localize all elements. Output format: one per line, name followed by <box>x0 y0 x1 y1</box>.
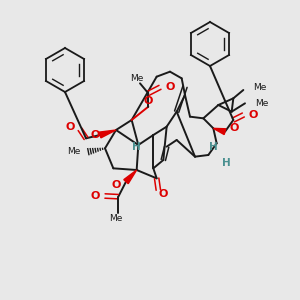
Text: Me: Me <box>109 214 122 223</box>
Text: Me: Me <box>67 147 80 156</box>
Text: O: O <box>230 123 239 133</box>
Text: O: O <box>66 122 75 132</box>
Text: O: O <box>91 191 100 201</box>
Text: Me: Me <box>253 83 267 92</box>
Text: Me: Me <box>130 74 144 83</box>
Text: H: H <box>132 142 140 152</box>
Text: O: O <box>159 189 168 199</box>
Polygon shape <box>99 130 116 138</box>
Text: O: O <box>144 96 153 106</box>
Text: O: O <box>248 110 258 120</box>
Text: Me: Me <box>255 99 268 108</box>
Text: H: H <box>222 158 231 168</box>
Polygon shape <box>213 128 226 135</box>
Text: H: H <box>209 142 218 152</box>
Text: O: O <box>165 82 174 92</box>
Text: O: O <box>90 130 100 140</box>
Text: O: O <box>112 180 121 190</box>
Polygon shape <box>124 170 137 184</box>
